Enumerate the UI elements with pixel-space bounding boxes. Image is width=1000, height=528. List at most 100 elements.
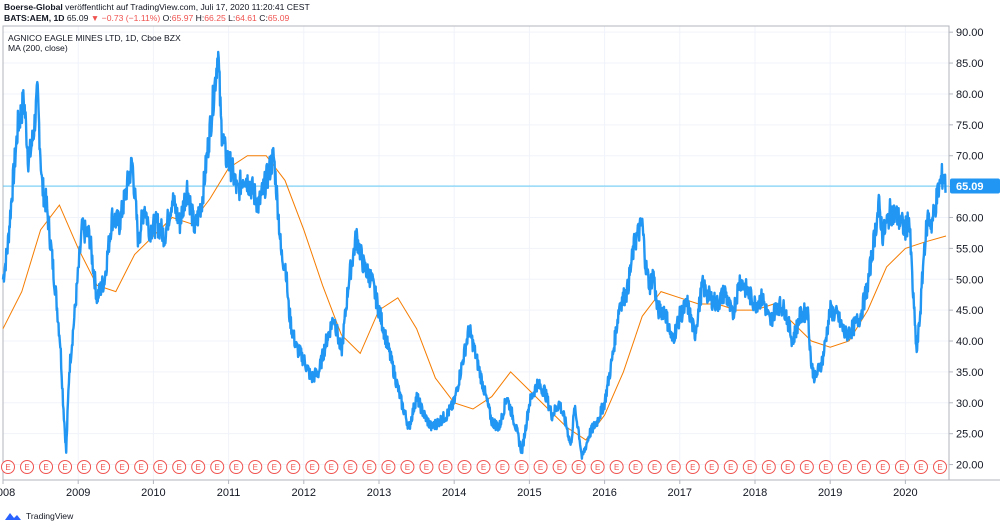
earnings-marker[interactable]: E: [457, 460, 472, 474]
earnings-marker[interactable]: E: [875, 460, 890, 474]
earnings-marker-label: E: [329, 463, 334, 472]
earnings-marker[interactable]: E: [362, 460, 377, 474]
earnings-marker[interactable]: E: [628, 460, 643, 474]
earnings-marker[interactable]: E: [286, 460, 301, 474]
x-tick-label: 2020: [893, 487, 917, 499]
earnings-marker-label: E: [671, 463, 676, 472]
earnings-marker[interactable]: E: [685, 460, 700, 474]
close-label: C:: [259, 13, 268, 23]
earnings-marker[interactable]: E: [324, 460, 339, 474]
earnings-marker[interactable]: E: [172, 460, 187, 474]
y-tick-label: 50.00: [956, 274, 984, 286]
earnings-marker-circle: [115, 460, 130, 474]
x-tick-label: 2019: [818, 487, 842, 499]
earnings-marker-label: E: [386, 463, 391, 472]
earnings-marker[interactable]: E: [495, 460, 510, 474]
earnings-marker[interactable]: E: [933, 460, 947, 474]
earnings-marker[interactable]: E: [191, 460, 206, 474]
earnings-marker[interactable]: E: [438, 460, 453, 474]
earnings-marker[interactable]: E: [77, 460, 92, 474]
earnings-marker-label: E: [272, 463, 277, 472]
last-price: 65.09: [66, 13, 89, 23]
earnings-marker-label: E: [462, 463, 467, 472]
earnings-marker[interactable]: E: [780, 460, 795, 474]
earnings-marker-circle: [609, 460, 624, 474]
earnings-marker-label: E: [538, 463, 543, 472]
earnings-marker-circle: [704, 460, 719, 474]
earnings-marker[interactable]: E: [799, 460, 814, 474]
earnings-marker[interactable]: E: [115, 460, 130, 474]
earnings-marker[interactable]: E: [20, 460, 35, 474]
earnings-marker-label: E: [861, 463, 866, 472]
x-axis: 2008 2009 2010 2011 2012 2013 2014 2015 2016 2017…: [0, 26, 918, 499]
earnings-marker-circle: [39, 460, 54, 474]
earnings-marker-circle: [362, 460, 377, 474]
earnings-marker[interactable]: E: [818, 460, 833, 474]
earnings-marker[interactable]: E: [723, 460, 738, 474]
earnings-marker-label: E: [937, 463, 942, 472]
earnings-marker[interactable]: E: [476, 460, 491, 474]
earnings-marker[interactable]: E: [96, 460, 111, 474]
earnings-marker[interactable]: E: [913, 460, 928, 474]
earnings-marker[interactable]: E: [894, 460, 909, 474]
earnings-marker-circle: [400, 460, 415, 474]
earnings-marker[interactable]: E: [134, 460, 149, 474]
earnings-marker[interactable]: E: [647, 460, 662, 474]
earnings-marker-circle: [210, 460, 225, 474]
earnings-marker[interactable]: E: [39, 460, 54, 474]
earnings-marker-circle: [894, 460, 909, 474]
earnings-marker[interactable]: E: [305, 460, 320, 474]
earnings-marker[interactable]: E: [1, 460, 15, 474]
y-tick-label: 80.00: [956, 89, 984, 101]
earnings-marker-label: E: [557, 463, 562, 472]
earnings-marker-label: E: [709, 463, 714, 472]
earnings-marker[interactable]: E: [210, 460, 225, 474]
earnings-marker-label: E: [62, 463, 67, 472]
earnings-marker-circle: [723, 460, 738, 474]
earnings-marker[interactable]: E: [400, 460, 415, 474]
low-value: 64.61: [235, 13, 257, 23]
earnings-marker-label: E: [100, 463, 105, 472]
earnings-marker-circle: [77, 460, 92, 474]
x-tick-label: 2012: [292, 487, 316, 499]
earnings-marker[interactable]: E: [248, 460, 263, 474]
earnings-marker[interactable]: E: [514, 460, 529, 474]
y-tick-label: 85.00: [956, 58, 984, 70]
earnings-marker[interactable]: E: [533, 460, 548, 474]
y-tick-label: 45.00: [956, 305, 984, 317]
earnings-marker-label: E: [842, 463, 847, 472]
earnings-marker-circle: [172, 460, 187, 474]
earnings-marker[interactable]: E: [381, 460, 396, 474]
earnings-marker-circle: [571, 460, 586, 474]
earnings-marker[interactable]: E: [590, 460, 605, 474]
high-value: 66.25: [204, 13, 226, 23]
earnings-marker[interactable]: E: [58, 460, 73, 474]
earnings-marker[interactable]: E: [343, 460, 358, 474]
earnings-marker-label: E: [5, 463, 10, 472]
ma-legend: MA (200, close): [8, 43, 68, 53]
earnings-marker[interactable]: E: [856, 460, 871, 474]
earnings-marker[interactable]: E: [704, 460, 719, 474]
symbol-info: BATS:AEM, 1D 65.09 ▼ −0.73 (−1.11%) O:65…: [4, 13, 289, 23]
earnings-marker[interactable]: E: [837, 460, 852, 474]
earnings-marker-circle: [552, 460, 567, 474]
earnings-marker-circle: [628, 460, 643, 474]
earnings-marker[interactable]: E: [419, 460, 434, 474]
earnings-marker[interactable]: E: [666, 460, 681, 474]
earnings-marker[interactable]: E: [609, 460, 624, 474]
earnings-marker[interactable]: E: [552, 460, 567, 474]
x-tick-label: 2010: [141, 487, 165, 499]
earnings-marker[interactable]: E: [571, 460, 586, 474]
earnings-marker-label: E: [119, 463, 124, 472]
earnings-marker-label: E: [747, 463, 752, 472]
earnings-marker[interactable]: E: [761, 460, 776, 474]
earnings-marker-label: E: [138, 463, 143, 472]
earnings-marker[interactable]: E: [267, 460, 282, 474]
earnings-marker-circle: [780, 460, 795, 474]
earnings-marker-label: E: [310, 463, 315, 472]
earnings-marker[interactable]: E: [742, 460, 757, 474]
earnings-marker[interactable]: E: [229, 460, 244, 474]
earnings-marker[interactable]: E: [153, 460, 168, 474]
